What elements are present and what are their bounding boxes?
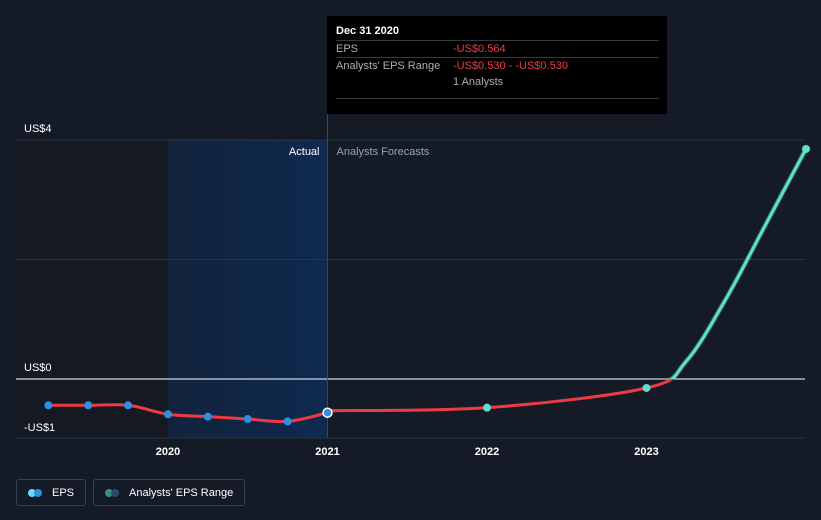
actual-region-shade — [168, 140, 328, 438]
tooltip-eps-value: -US$0.564 — [453, 43, 506, 55]
tooltip-eps-label: EPS — [336, 43, 359, 55]
eps-point — [283, 417, 292, 426]
tooltip: Dec 31 2020 EPS -US$0.564 Analysts' EPS … — [327, 16, 667, 114]
forecast-point — [802, 144, 810, 153]
tooltip-range-row: Analysts' EPS Range -US$0.530 - -US$0.53… — [336, 57, 659, 74]
tooltip-analysts-row: 1 Analysts — [336, 74, 659, 90]
legend-range-label: Analysts' EPS Range — [129, 486, 234, 499]
y-axis-labels: US$4 US$0 -US$1 — [24, 123, 55, 434]
pre-actual-shade — [16, 140, 168, 438]
tooltip-range-label: Analysts' EPS Range — [336, 60, 441, 72]
range-legend-icon — [105, 488, 121, 497]
eps-point — [203, 412, 212, 421]
forecast-point — [642, 383, 651, 392]
forecast-range-band — [666, 147, 809, 379]
forecast-point — [483, 403, 491, 412]
x-tick-label: 2021 — [315, 446, 339, 458]
tooltip-date: Dec 31 2020 — [336, 25, 399, 37]
forecast-line-negative — [327, 379, 675, 413]
eps-point — [243, 415, 252, 424]
tooltip-divider — [336, 98, 659, 99]
x-tick-label: 2023 — [634, 446, 658, 458]
x-tick-label: 2020 — [156, 446, 180, 458]
x-axis-labels: 2020 2021 2022 2023 — [156, 446, 659, 458]
eps-point — [322, 407, 333, 418]
forecast-region-label: Analysts Forecasts — [337, 146, 430, 158]
tooltip-range-value: -US$0.530 - -US$0.530 — [453, 60, 568, 72]
eps-point — [84, 401, 93, 410]
y-tick-label: -US$1 — [24, 422, 55, 434]
legend-analysts-range[interactable]: Analysts' EPS Range — [93, 479, 246, 506]
forecast-line-positive — [668, 148, 808, 379]
tooltip-analysts: 1 Analysts — [453, 76, 504, 88]
eps-point — [164, 410, 172, 419]
legend: EPS Analysts' EPS Range — [16, 479, 246, 506]
legend-eps-label: EPS — [52, 486, 75, 499]
eps-point — [44, 401, 53, 410]
eps-legend-icon — [28, 488, 44, 497]
eps-point — [124, 401, 133, 410]
actual-region-label: Actual — [289, 146, 320, 158]
legend-eps[interactable]: EPS — [16, 479, 87, 506]
y-tick-label: US$4 — [24, 123, 52, 135]
x-tick-label: 2022 — [475, 446, 499, 458]
tooltip-eps-row: EPS -US$0.564 — [336, 40, 659, 57]
y-tick-label: US$0 — [24, 362, 52, 374]
points-layer — [44, 144, 810, 426]
